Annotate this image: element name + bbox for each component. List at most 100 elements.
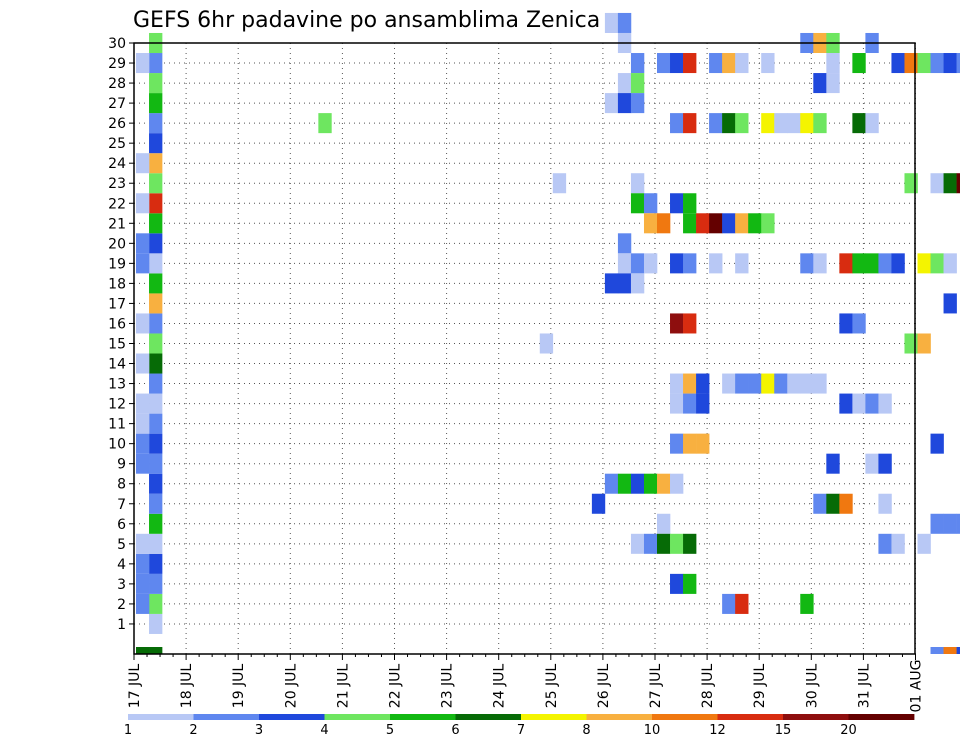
data-cell bbox=[670, 253, 684, 274]
data-cell bbox=[930, 647, 944, 654]
data-cell bbox=[943, 253, 957, 274]
data-cell bbox=[956, 53, 960, 74]
data-cell bbox=[149, 193, 163, 214]
data-cell bbox=[630, 253, 645, 274]
data-cell bbox=[917, 253, 931, 274]
data-cell bbox=[617, 12, 632, 33]
data-cell bbox=[657, 213, 671, 234]
data-cell bbox=[149, 453, 163, 474]
data-cell bbox=[787, 373, 801, 394]
colorbar-label: 20 bbox=[840, 723, 857, 738]
data-cell bbox=[800, 593, 814, 614]
data-cell bbox=[709, 53, 723, 74]
data-cell bbox=[149, 573, 163, 594]
data-cell bbox=[630, 73, 645, 94]
data-cell bbox=[696, 393, 710, 414]
data-cell bbox=[683, 393, 697, 414]
colorbar-swatch bbox=[586, 714, 653, 720]
colorbar-label: 10 bbox=[644, 723, 661, 738]
data-cell bbox=[136, 593, 150, 614]
data-cell bbox=[683, 573, 697, 594]
data-cell bbox=[917, 333, 931, 354]
data-cell bbox=[956, 513, 960, 534]
data-cell bbox=[774, 113, 788, 134]
data-cell bbox=[735, 113, 749, 134]
data-cell bbox=[930, 253, 944, 274]
y-tick-label: 18 bbox=[108, 276, 126, 292]
data-cell bbox=[826, 53, 840, 74]
data-cell bbox=[604, 273, 619, 294]
data-cell bbox=[604, 93, 619, 114]
data-cell bbox=[683, 193, 697, 214]
data-cell bbox=[826, 73, 840, 94]
data-cell bbox=[149, 313, 163, 334]
data-cell bbox=[930, 53, 944, 74]
data-cell bbox=[839, 493, 853, 514]
data-cell bbox=[722, 213, 736, 234]
data-cell bbox=[878, 533, 892, 554]
data-cell bbox=[136, 313, 150, 334]
y-tick-label: 26 bbox=[108, 116, 126, 132]
x-tick-label: 18 JUL bbox=[179, 664, 195, 709]
x-tick-label: 23 JUL bbox=[440, 664, 456, 709]
data-cell bbox=[617, 273, 632, 294]
data-cell bbox=[891, 533, 905, 554]
y-tick-label: 5 bbox=[117, 537, 126, 553]
y-axis: 1234567891011121314151617181920212223242… bbox=[108, 36, 134, 633]
colorbar-label: 12 bbox=[709, 723, 726, 738]
data-cell bbox=[318, 113, 332, 134]
data-cell bbox=[630, 193, 645, 214]
data-cell bbox=[149, 473, 163, 494]
data-cell bbox=[149, 53, 163, 74]
y-tick-label: 7 bbox=[117, 497, 126, 513]
y-tick-label: 8 bbox=[117, 477, 126, 493]
data-cell bbox=[630, 533, 645, 554]
data-cell bbox=[149, 433, 163, 454]
data-cell bbox=[149, 353, 163, 374]
data-cell bbox=[852, 393, 866, 414]
y-tick-label: 3 bbox=[117, 577, 126, 593]
y-tick-label: 16 bbox=[108, 316, 126, 332]
data-cell bbox=[722, 593, 736, 614]
data-cell bbox=[136, 193, 150, 214]
data-cell bbox=[630, 473, 645, 494]
x-tick-label: 21 JUL bbox=[335, 664, 351, 709]
data-cell bbox=[670, 113, 684, 134]
colorbar-label: 6 bbox=[451, 723, 459, 738]
y-tick-label: 20 bbox=[108, 236, 126, 252]
data-cell bbox=[813, 493, 827, 514]
y-tick-label: 17 bbox=[108, 296, 126, 312]
data-cell bbox=[761, 213, 775, 234]
data-cell bbox=[956, 647, 960, 654]
data-cell bbox=[826, 493, 840, 514]
colorbar-label: 1 bbox=[124, 723, 132, 738]
data-cell bbox=[670, 393, 684, 414]
y-tick-label: 30 bbox=[108, 36, 126, 52]
data-cell bbox=[878, 453, 892, 474]
data-cell bbox=[136, 647, 150, 654]
data-cell bbox=[735, 253, 749, 274]
x-tick-label: 22 JUL bbox=[388, 664, 404, 709]
data-cell bbox=[839, 313, 853, 334]
data-cell bbox=[136, 393, 150, 414]
y-tick-label: 4 bbox=[117, 557, 126, 573]
data-cell bbox=[761, 373, 775, 394]
data-cell bbox=[943, 647, 957, 654]
data-cell bbox=[149, 113, 163, 134]
data-cell bbox=[643, 193, 658, 214]
colorbar-swatch bbox=[783, 714, 849, 720]
data-cell bbox=[917, 53, 931, 74]
data-cell bbox=[149, 173, 163, 194]
data-cell bbox=[149, 413, 163, 434]
colorbar-label: 15 bbox=[775, 723, 792, 738]
data-cell bbox=[617, 473, 632, 494]
data-cell bbox=[735, 373, 749, 394]
x-tick-label: 25 JUL bbox=[544, 664, 560, 709]
colorbar-swatch bbox=[717, 714, 784, 720]
data-cell bbox=[865, 393, 879, 414]
data-cell bbox=[136, 433, 150, 454]
data-cell bbox=[813, 73, 827, 94]
data-cell bbox=[643, 253, 658, 274]
colorbar-swatch bbox=[193, 714, 260, 720]
